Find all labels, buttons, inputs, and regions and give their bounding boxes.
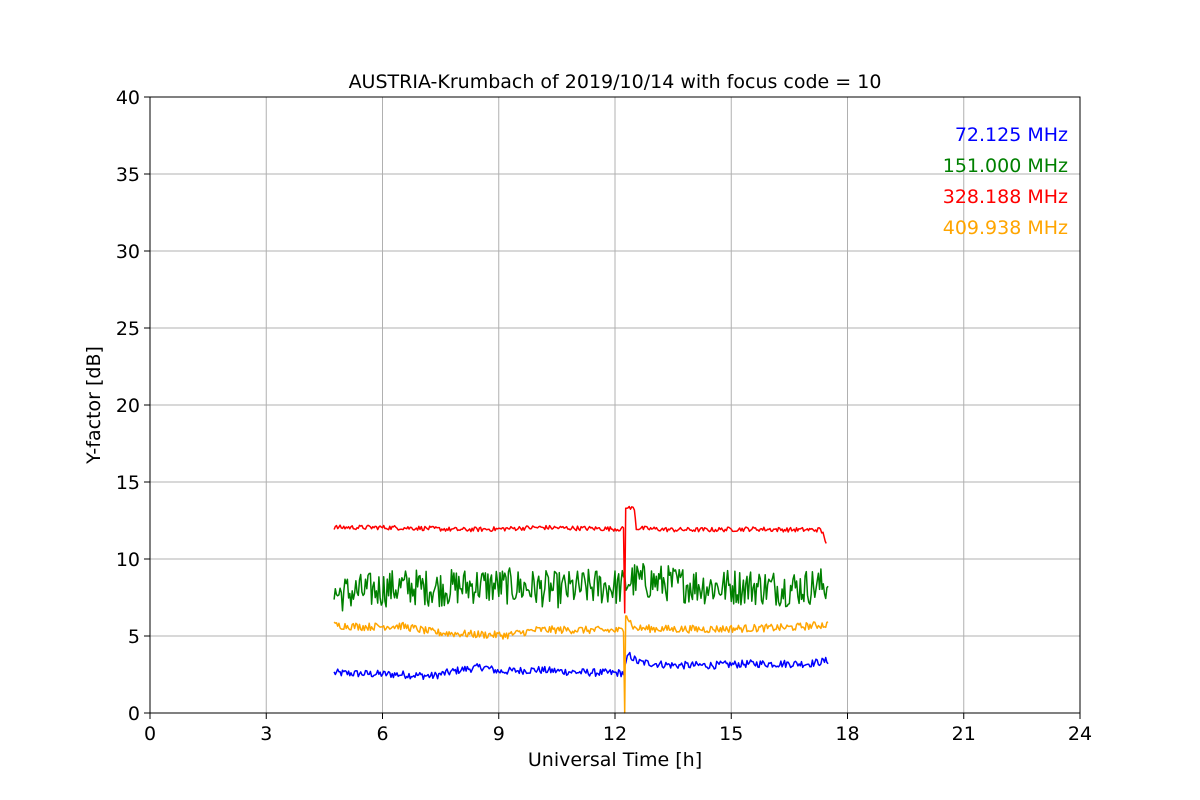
x-tick-label: 24 [1068,723,1092,745]
series-line-2 [333,562,829,612]
x-tick-label: 21 [952,723,976,745]
x-tick-label: 9 [493,723,505,745]
x-tick-label: 0 [144,723,156,745]
y-tick-label: 10 [116,549,140,571]
grid [149,96,1081,714]
x-tick-label: 6 [376,723,388,745]
series-layer [333,505,829,714]
legend-entry: 72.125 MHz [955,124,1068,146]
series-line-1 [333,651,829,681]
x-axis-label: Universal Time [h] [528,749,702,771]
y-tick-label: 35 [116,164,140,186]
legend-entry: 409.938 MHz [943,217,1068,239]
x-tick-label: 12 [603,723,627,745]
ticks: 0 3 6 9 12 15 18 21 24 0 5 10 15 20 25 30 35 40 [116,87,1092,745]
y-tick-label: 20 [116,395,140,417]
legend: 72.125 MHz 151.000 MHz 328.188 MHz 409.938 … [943,124,1068,239]
legend-entry: 328.188 MHz [943,186,1068,208]
y-axis-label: Y-factor [dB] [83,346,105,465]
x-tick-label: 15 [719,723,743,745]
y-tick-label: 30 [116,241,140,263]
y-tick-label: 25 [116,318,140,340]
x-tick-label: 3 [260,723,272,745]
series-line-4 [333,615,829,714]
y-tick-label: 40 [116,87,140,109]
y-tick-label: 15 [116,472,140,494]
y-tick-label: 0 [128,703,140,725]
legend-entry: 151.000 MHz [943,155,1068,177]
chart-title: AUSTRIA-Krumbach of 2019/10/14 with focu… [349,71,882,93]
y-tick-label: 5 [128,626,140,648]
x-tick-label: 18 [835,723,859,745]
series-line-3 [333,505,827,614]
